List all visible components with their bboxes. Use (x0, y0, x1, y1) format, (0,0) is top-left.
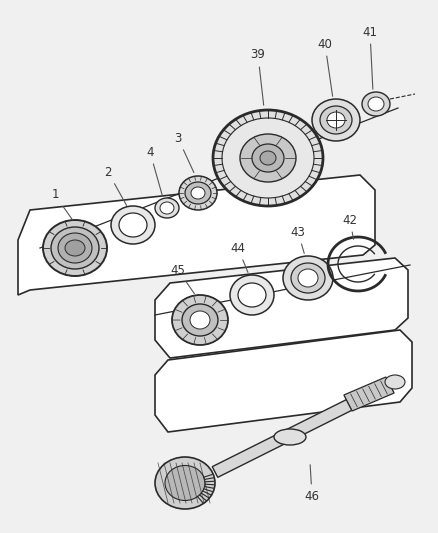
Text: 45: 45 (170, 263, 194, 294)
Ellipse shape (58, 233, 92, 263)
Ellipse shape (155, 198, 179, 218)
Text: 46: 46 (304, 465, 319, 503)
Ellipse shape (172, 295, 227, 345)
Ellipse shape (191, 187, 205, 199)
Text: 40: 40 (317, 37, 332, 96)
Ellipse shape (212, 110, 322, 206)
Ellipse shape (230, 275, 273, 315)
Ellipse shape (65, 240, 85, 256)
Text: 3: 3 (174, 132, 194, 173)
Text: 4: 4 (146, 146, 162, 195)
Ellipse shape (384, 375, 404, 389)
Ellipse shape (251, 144, 283, 172)
Polygon shape (343, 377, 393, 411)
Ellipse shape (237, 283, 265, 307)
Ellipse shape (190, 311, 209, 329)
Ellipse shape (159, 202, 173, 214)
Ellipse shape (155, 457, 215, 509)
Ellipse shape (179, 176, 216, 210)
Ellipse shape (51, 227, 99, 269)
Text: 42: 42 (342, 214, 357, 239)
Polygon shape (155, 258, 407, 358)
Ellipse shape (222, 118, 313, 198)
Ellipse shape (361, 92, 389, 116)
Ellipse shape (290, 263, 324, 293)
Ellipse shape (240, 134, 295, 182)
Ellipse shape (297, 269, 317, 287)
Text: 43: 43 (290, 225, 305, 253)
Ellipse shape (311, 99, 359, 141)
Text: 39: 39 (250, 49, 265, 105)
Ellipse shape (182, 304, 218, 336)
Ellipse shape (184, 182, 211, 204)
Ellipse shape (111, 206, 155, 244)
Ellipse shape (165, 465, 205, 500)
Ellipse shape (119, 213, 147, 237)
Ellipse shape (259, 151, 276, 165)
Polygon shape (155, 330, 411, 432)
Polygon shape (212, 397, 357, 478)
Text: 44: 44 (230, 241, 247, 272)
Ellipse shape (319, 106, 351, 134)
Ellipse shape (43, 220, 107, 276)
Ellipse shape (273, 429, 305, 445)
Polygon shape (18, 175, 374, 295)
Text: 2: 2 (104, 166, 126, 206)
Text: 1: 1 (51, 189, 72, 220)
Ellipse shape (326, 112, 344, 128)
Ellipse shape (283, 256, 332, 300)
Text: 41: 41 (362, 26, 377, 89)
Ellipse shape (367, 97, 383, 111)
